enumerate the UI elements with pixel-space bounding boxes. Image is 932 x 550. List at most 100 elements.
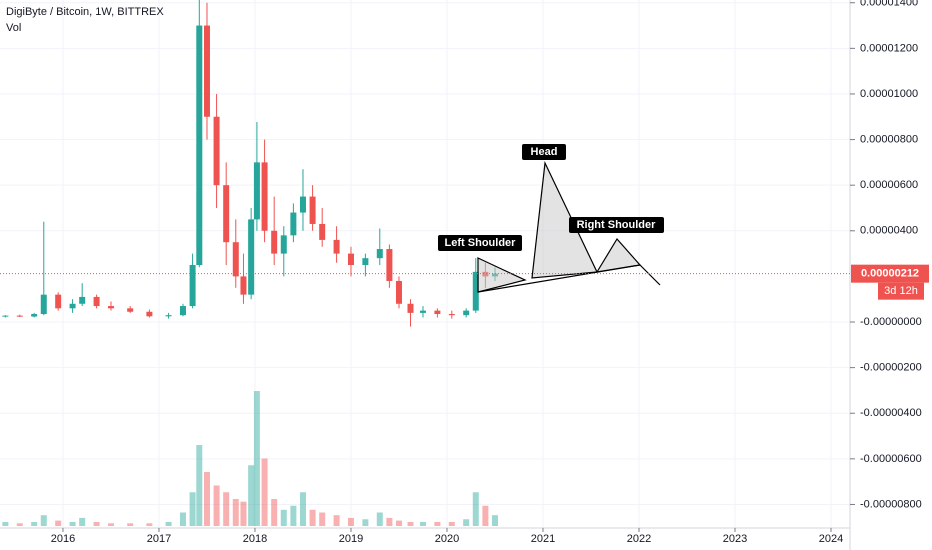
volume-bar (248, 465, 255, 526)
volume-bar (290, 505, 297, 526)
x-tick-label: 2019 (339, 533, 363, 545)
left-shoulder-shape (477, 257, 527, 293)
volume-bar (240, 501, 247, 526)
label-box (569, 217, 664, 233)
candle-body (309, 196, 316, 224)
candle-body (40, 294, 47, 315)
y-tick-label: -0.00000200 (860, 362, 922, 374)
candle-body (127, 308, 134, 312)
volume (2, 391, 498, 526)
countdown-tag (878, 282, 924, 300)
y-tick-label: -0.00000800 (860, 498, 922, 510)
candle-body (179, 306, 186, 316)
volume-bar (333, 515, 340, 526)
candle-body (16, 315, 23, 317)
volume-label: Vol (6, 22, 21, 34)
x-tick-label: 2018 (243, 533, 267, 545)
chart-title: DigiByte / Bitcoin, 1W, BITTREX (6, 6, 164, 18)
candle-body (55, 294, 62, 309)
volume-bar (386, 517, 393, 526)
candle-body (448, 314, 455, 316)
volume-bar (434, 521, 441, 526)
volume-bar (395, 520, 402, 526)
x-tick-label: 2022 (627, 533, 651, 545)
candle-body (146, 311, 153, 317)
volume-bar (16, 523, 23, 526)
candle-body (31, 314, 38, 317)
annotation: Head (531, 146, 558, 158)
volume-bar (2, 521, 9, 526)
y-tick-label: 0.00001000 (860, 88, 918, 100)
head-and-shoulders (477, 160, 661, 293)
x-tick-label: 2021 (531, 533, 555, 545)
volume-bar (491, 515, 498, 526)
candle-body (261, 162, 268, 231)
neckline (477, 264, 641, 293)
y-tick-label: 0.00000400 (860, 225, 918, 237)
candle-body (299, 196, 306, 213)
candle-body (333, 239, 340, 254)
projection (639, 264, 661, 286)
candle-body (213, 116, 220, 186)
candle-body (196, 25, 203, 265)
y-tick-label: -0.00000600 (860, 453, 922, 465)
volume-bar (280, 509, 287, 526)
countdown-label: 3d 12h (884, 285, 918, 297)
volume-bar (319, 512, 326, 526)
volume-bar (448, 521, 455, 526)
volume-bar (107, 523, 114, 526)
y-tick-label: 0.00000600 (860, 179, 918, 191)
volume-bar (146, 523, 153, 526)
right-shoulder-shape (595, 237, 642, 273)
candle-body (419, 310, 426, 313)
candle-body (189, 265, 196, 307)
annotation: Right Shoulder (577, 219, 657, 231)
volume-bar (376, 512, 383, 526)
price-tag-label: 0.00000212 (861, 268, 919, 280)
candle-body (386, 249, 393, 281)
candle-body (472, 271, 479, 311)
y-tick-label: 0.00000800 (860, 133, 918, 145)
annotations: Head Left Shoulder Right Shoulder (438, 144, 664, 251)
grid (0, 0, 850, 528)
candle-body (271, 230, 278, 254)
candle-body (165, 315, 172, 317)
candle-body (107, 306, 114, 309)
candle-body (240, 276, 247, 295)
x-tick-label: 2023 (723, 533, 747, 545)
volume-bar (309, 509, 316, 526)
volume-bar (31, 521, 38, 526)
x-tick-label: 2020 (435, 533, 459, 545)
candle-body (463, 310, 470, 316)
candle-body (434, 310, 441, 315)
volume-bar (223, 492, 230, 526)
label-box (438, 235, 522, 251)
volume-bar (165, 521, 172, 526)
x-tick-label: 2024 (819, 533, 843, 545)
candle-body (69, 303, 76, 309)
y-tick-label: 0.00001400 (860, 0, 918, 9)
volume-bar (271, 499, 278, 526)
candle-body (280, 235, 287, 254)
x-tick-label: 2016 (51, 533, 75, 545)
volume-bar (55, 520, 62, 526)
volume-bar (69, 521, 76, 526)
candle-body (253, 162, 260, 220)
y-tick-label: -0.00000000 (860, 316, 922, 328)
volume-bar (347, 517, 354, 526)
x-tick-label: 2017 (147, 533, 171, 545)
volume-bar (196, 445, 203, 526)
candle-body (203, 25, 210, 117)
candle-body (232, 242, 239, 277)
y-tick-label: -0.00000400 (860, 407, 922, 419)
candle-body (395, 280, 402, 304)
candle-body (2, 315, 9, 317)
volume-bar (79, 517, 86, 526)
candle-body (248, 219, 255, 295)
candle-body (93, 296, 100, 307)
volume-bar (482, 505, 489, 526)
volume-bar (40, 515, 47, 526)
candle-body (79, 296, 86, 304)
